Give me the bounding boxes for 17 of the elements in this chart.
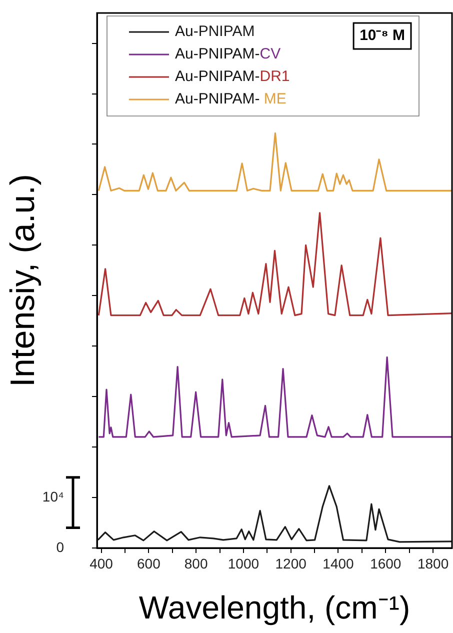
x-tick-label: 1800 — [417, 555, 449, 572]
x-tick-label: 1400 — [322, 555, 354, 572]
legend-label: Au-PNIPAM- ME — [175, 90, 286, 108]
legend-label: Au-PNIPAM-CV — [175, 46, 281, 63]
x-tick-label: 600 — [136, 555, 161, 572]
x-tick-label: 1000 — [228, 555, 260, 572]
annotation: 10⁻⁸ M — [360, 27, 405, 44]
y-tick-label: 10⁴ — [42, 488, 64, 504]
x-tick-label: 1600 — [370, 555, 402, 572]
x-tick-label: 400 — [90, 555, 114, 572]
legend-label: Au-PNIPAM-DR1 — [175, 68, 290, 86]
y-axis-title: Intensiy, (a.u.) — [4, 174, 42, 387]
legend-label: Au-PNIPAM — [175, 23, 255, 40]
y-tick-label: 0 — [56, 538, 64, 555]
x-tick-label: 1200 — [275, 555, 307, 572]
x-axis-title: Wavelength, (cm⁻¹) — [138, 590, 410, 626]
x-tick-label: 800 — [184, 555, 208, 572]
